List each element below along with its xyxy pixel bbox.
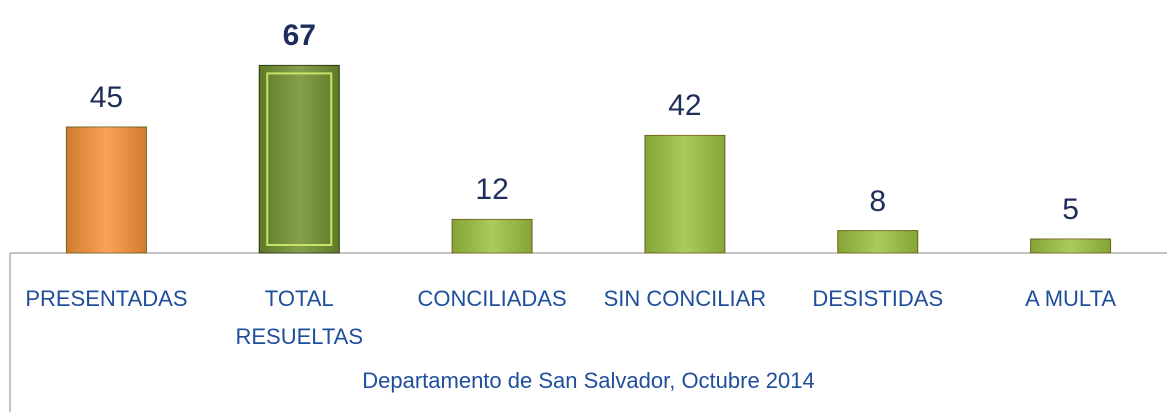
value-label: 8 [869, 184, 887, 218]
x-tick-label: TOTAL RESUELTAS [235, 286, 364, 349]
value-label: 12 [475, 173, 509, 207]
bar-inner [266, 72, 333, 247]
x-tick-label: DESISTIDAS [812, 286, 944, 311]
value-label: 42 [668, 89, 702, 123]
bar-shine [259, 65, 340, 254]
value-label: 5 [1062, 193, 1079, 226]
value-label: 45 [89, 81, 124, 114]
bar-shine [644, 135, 725, 253]
x-tick-label: CONCILIADAS [417, 286, 567, 311]
x-tick-label: SIN CONCILIAR [603, 286, 767, 311]
bar-shine [1030, 239, 1111, 253]
x-axis-title: Departamento de San Salvador, Octubre 20… [362, 368, 815, 393]
bar-shine [66, 127, 147, 253]
x-tick-label: PRESENTADAS [25, 286, 188, 311]
bar-shine [837, 230, 918, 253]
value-label: 67 [282, 19, 316, 53]
x-tick-label: A MULTA [1025, 286, 1116, 311]
bar-shine [452, 219, 533, 253]
